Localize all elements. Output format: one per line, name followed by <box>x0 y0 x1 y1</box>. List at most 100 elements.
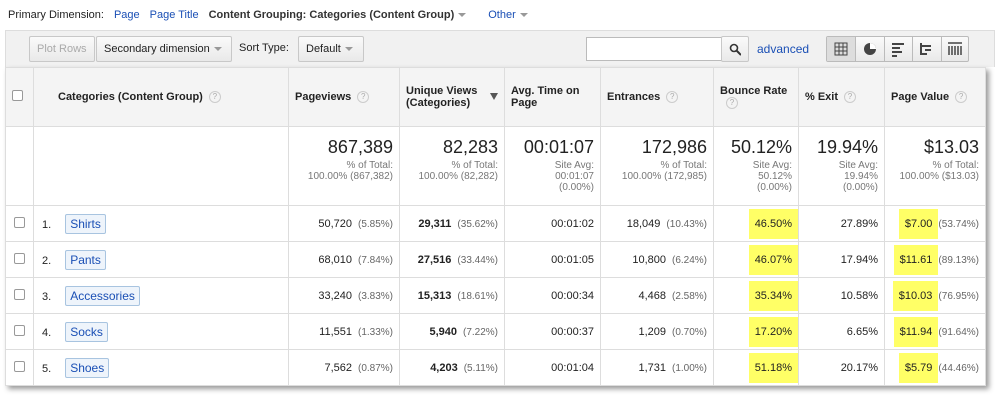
column-header[interactable]: Pageviews <box>288 67 400 127</box>
metric-percent: (0.70%) <box>671 326 707 338</box>
metric-value: $11.94 <box>899 325 933 338</box>
metric-value: 10,800 <box>632 253 666 266</box>
view-icons[interactable] <box>827 37 968 61</box>
dimension-option[interactable]: Page <box>113 9 140 21</box>
metric-value: 35.34% <box>754 289 792 302</box>
metric-percent: (35.62%) <box>457 218 498 230</box>
column-header[interactable]: Entrances <box>600 67 714 127</box>
metric-value: 20.17% <box>840 361 878 374</box>
metric-percent: (53.74%) <box>938 218 979 230</box>
dimension-link[interactable]: Shirts <box>65 213 106 234</box>
total-note: % of Total: <box>451 160 498 171</box>
advanced-link[interactable]: advanced <box>757 42 810 56</box>
column-header-text: Bounce Rate <box>720 84 788 97</box>
metric-cell: 00:00:37 <box>504 313 601 350</box>
checkbox[interactable] <box>14 216 25 228</box>
search-button[interactable] <box>721 36 749 62</box>
column-header[interactable]: Categories (Content Group) <box>33 67 289 127</box>
metric-value: 68,010 <box>318 253 352 266</box>
highlight: $11.61 <box>893 244 939 275</box>
metric-cell: $5.79 (44.46%) <box>884 349 986 386</box>
checkbox[interactable] <box>14 324 25 336</box>
dimension-link[interactable]: Pants <box>65 249 106 270</box>
sort-type-text: Default <box>306 43 341 55</box>
metric-percent: (89.13%) <box>938 254 979 266</box>
help-icon <box>666 91 679 104</box>
data-table: Categories (Content Group) Pageviews Uniqu… <box>5 67 986 386</box>
help-icon <box>844 91 857 104</box>
metric-cell: 17.20% <box>713 313 799 350</box>
row-index: 5. <box>42 362 52 375</box>
dimension-cell: 2. Pants <box>33 241 289 278</box>
highlight: 46.07% <box>748 244 798 275</box>
row-checkbox-cell <box>5 313 34 350</box>
column-header[interactable]: Bounce Rate <box>713 67 799 127</box>
total-value: 82,283 <box>442 137 498 157</box>
dimension-link[interactable]: Accessories <box>65 285 140 306</box>
total-note: 19.94% <box>844 171 878 182</box>
checkbox[interactable] <box>14 288 25 300</box>
metric-percent: (18.61%) <box>457 290 498 302</box>
data-row: 1. Shirts 50,720 (5.85%) 29,311 (35.62%) 00:01… <box>5 205 986 242</box>
total-note: 00:01:07 <box>555 171 594 182</box>
highlight: $5.79 <box>898 352 939 383</box>
column-header[interactable]: Unique Views (Categories) <box>399 67 505 127</box>
total-note: 50.12% <box>758 171 792 182</box>
help-icon <box>208 91 221 104</box>
metric-value: 29,311 <box>418 217 452 230</box>
dimension-link[interactable]: Socks <box>65 321 108 342</box>
total-value: $13.03 <box>923 137 979 157</box>
metric-percent: (6.24%) <box>671 254 707 266</box>
metric-cell: 1,209 (0.70%) <box>600 313 714 350</box>
column-header[interactable]: Page Value <box>884 67 986 127</box>
metric-cell: 51.18% <box>713 349 799 386</box>
sort-arrow <box>490 93 498 100</box>
row-index: 3. <box>42 290 52 303</box>
metric-cell: $11.61 (89.13%) <box>884 241 986 278</box>
total-value: 50.12% <box>730 137 792 157</box>
metric-percent: (1.00%) <box>671 362 707 374</box>
dimension-option[interactable]: Page Title <box>149 9 199 21</box>
totals-blank <box>33 126 289 206</box>
dimension-cell: 4. Socks <box>33 313 289 350</box>
highlight: $11.94 <box>893 316 939 347</box>
metric-value: 10.58% <box>840 289 878 302</box>
dimension-link[interactable]: Shoes <box>65 357 110 378</box>
metric-cell: 17.94% <box>798 241 885 278</box>
metric-value: $10.03 <box>898 289 933 302</box>
highlight: 46.50% <box>748 208 798 239</box>
metric-cell: 10,800 (6.24%) <box>600 241 714 278</box>
highlight: 17.20% <box>748 316 798 347</box>
metric-value: 46.07% <box>754 253 792 266</box>
total-note: 100.00% ($13.03) <box>899 171 979 182</box>
search-input[interactable] <box>586 37 722 61</box>
column-header[interactable]: % Exit <box>798 67 885 127</box>
metric-value: 7,562 <box>324 361 352 374</box>
highlight: $7.00 <box>898 208 939 239</box>
metric-value: 11,551 <box>319 325 352 338</box>
checkbox[interactable] <box>12 90 23 101</box>
data-row: 3. Accessories 33,240 (3.83%) 15,313 (18.61%)… <box>5 277 986 314</box>
row-checkbox-cell <box>5 349 34 386</box>
metric-value: $7.00 <box>904 217 933 230</box>
metric-value: 15,313 <box>417 289 452 302</box>
column-header[interactable]: Avg. Time on Page <box>504 67 601 127</box>
total-value: 19.94% <box>816 137 878 157</box>
other-menu[interactable]: Other <box>488 9 528 21</box>
metric-value: 27,516 <box>417 253 452 266</box>
metric-value: 50,720 <box>318 217 352 230</box>
metric-cell: 27.89% <box>798 205 885 242</box>
metric-value: $5.79 <box>904 361 933 374</box>
metric-value: 51.18% <box>754 361 792 374</box>
plot-rows-button[interactable]: Plot Rows <box>29 36 95 62</box>
checkbox[interactable] <box>14 252 25 264</box>
sort-type-dropdown[interactable]: Default <box>298 36 364 62</box>
secondary-dimension-dropdown[interactable]: Secondary dimension <box>96 36 232 62</box>
metric-percent: (7.84%) <box>357 254 393 266</box>
dimension-cell: 1. Shirts <box>33 205 289 242</box>
metric-cell: 11,551 (1.33%) <box>288 313 400 350</box>
checkbox[interactable] <box>14 360 25 372</box>
metric-value: 00:01:05 <box>551 253 594 266</box>
content-grouping[interactable]: Content Grouping: Categories (Content Gr… <box>209 9 467 21</box>
metric-cell: 50,720 (5.85%) <box>288 205 400 242</box>
